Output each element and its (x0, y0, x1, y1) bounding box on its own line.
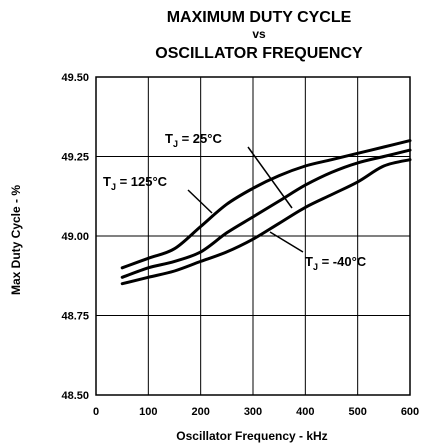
series-line-2 (120, 158, 412, 286)
series-group (120, 139, 412, 286)
annotation-label-1: TJ = 125°C (103, 174, 168, 192)
x-tick-label-2: 200 (191, 406, 209, 418)
x-tick-label-1: 100 (139, 406, 157, 418)
tick-labels: 0 100 200 300 400 500 600 48.50 48.75 49.00 49.25 4… (61, 72, 419, 418)
y-axis-label: Max Duty Cycle - % (9, 185, 23, 295)
grid (95, 76, 411, 396)
x-axis-label: Oscillator Frequency - kHz (176, 429, 327, 443)
y-tick-label-4: 49.50 (61, 72, 89, 84)
annotation-leaders (187, 146, 304, 253)
x-tick-label-6: 600 (401, 406, 419, 418)
y-tick-label-1: 48.75 (61, 311, 89, 323)
x-tick-label-0: 0 (93, 406, 99, 418)
series-line-1 (120, 148, 412, 279)
chart-title-line-1: MAXIMUM DUTY CYCLE (167, 9, 352, 26)
annotation-leader-0 (247, 146, 293, 209)
annotation-leader-2 (269, 231, 304, 253)
y-tick-label-2: 49.00 (61, 231, 89, 243)
annotations: TJ = 25°C TJ = 125°C TJ = -40°C (103, 131, 367, 272)
x-tick-label-5: 500 (348, 406, 366, 418)
chart-title-line-2: vs (252, 27, 266, 41)
y-tick-label-3: 49.25 (61, 152, 89, 164)
y-tick-label-0: 48.50 (61, 390, 89, 402)
series-line-0 (120, 139, 412, 270)
annotation-label-2: TJ = -40°C (305, 254, 367, 272)
chart-title-line-3: OSCILLATOR FREQUENCY (155, 45, 363, 62)
annotation-label-0: TJ = 25°C (165, 131, 222, 149)
plot-frame (95, 76, 411, 396)
x-tick-label-4: 400 (296, 406, 314, 418)
x-tick-label-3: 300 (244, 406, 262, 418)
annotation-leader-1 (187, 189, 213, 214)
